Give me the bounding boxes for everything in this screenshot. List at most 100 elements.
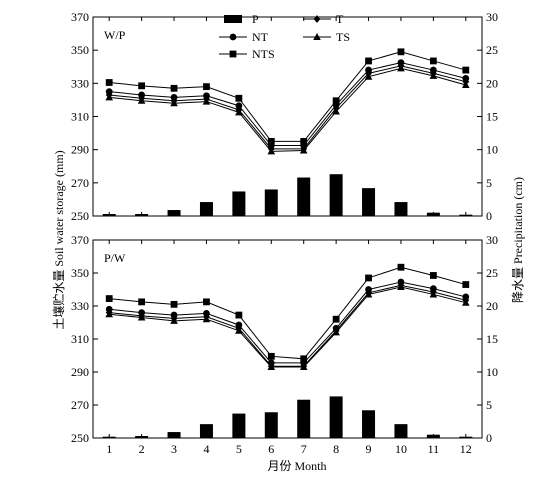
point-nts [397,48,405,56]
point-nts [300,355,308,363]
precipitation-bar [329,396,343,438]
precipitation-bar [297,399,311,438]
point-nts [462,66,470,74]
y-left-tick-label: 310 [71,332,89,346]
precipitation-bar [426,212,440,216]
y-left-tick-label: 330 [71,76,89,90]
point-ts [235,326,243,334]
y-axis-left-label: 土壤贮水量 Soil water storage (mm) [51,150,66,329]
point-nts [105,295,113,302]
point-nts [429,57,437,65]
series-line-nts [109,51,466,142]
x-tick-label: 6 [268,442,274,456]
series-line-t [109,284,466,367]
precipitation-bar [459,214,473,216]
legend: P T NT TS NTS [219,12,350,61]
precipitation-bar [426,434,440,438]
point-ts [137,96,146,104]
precipitation-bar [167,210,181,216]
point-nts [332,315,340,323]
y-left-tick-label: 250 [71,431,89,445]
y-right-tick-label: 5 [486,176,492,190]
y-left-tick-label: 250 [71,209,89,223]
x-tick-label: 5 [236,442,242,456]
point-ts [202,315,211,323]
point-nts [365,274,372,282]
precipitation-bar [264,189,278,216]
point-nts [462,281,470,288]
series-line-t [109,65,466,150]
x-axis-label: 月份 Month [267,459,326,473]
legend-label: NTS [252,47,275,61]
y-left-tick-label: 330 [71,299,89,313]
series-line-ts [109,67,466,152]
series-line-ts [109,286,466,368]
y-right-tick-label: 10 [486,143,498,157]
point-nts [235,94,243,102]
precipitation-bar [362,188,376,216]
y-right-tick-label: 25 [486,43,498,57]
point-nts [138,298,146,306]
point-nts [203,83,210,91]
point-ts [170,99,178,107]
point-nts [332,97,340,105]
precipitation-bar [394,202,408,216]
panel-label: P/W [104,251,126,265]
panel-p-w: 250 270 290 310 330 350 370 0 5 10 15 20 25 30 P/W [71,233,498,445]
panel-w-p: 250 270 290 310 330 350 370 0 5 10 15 20 25 30 W/P [71,10,498,223]
point-ts [461,80,470,88]
point-ts [429,290,438,298]
y-left-tick-label: 370 [71,233,89,247]
point-ts [235,108,243,116]
y-right-tick-label: 15 [486,110,498,124]
precipitation-bar [135,214,149,216]
series-line-nt [109,281,466,364]
legend-label: T [336,12,344,26]
point-ts [364,72,373,80]
legend-swatch [229,50,237,58]
precipitation-bar [232,191,246,216]
y-right-tick-label: 30 [486,10,498,24]
point-nts [267,352,275,360]
y-left-tick-label: 290 [71,365,89,379]
x-tick-label: 10 [395,442,407,456]
y-right-tick-label: 0 [486,431,492,445]
precipitation-bar [199,202,213,216]
precipitation-bar [459,436,473,438]
precipitation-bar [264,412,278,438]
point-ts [332,107,340,115]
point-ts [267,147,276,155]
y-right-tick-label: 30 [486,233,498,247]
point-ts [267,363,276,371]
y-right-tick-label: 20 [486,299,498,313]
point-ts [202,97,211,105]
y-left-tick-label: 350 [71,43,89,57]
plot-layer: 250270290310330350370051015202530W/P2502… [71,10,498,456]
legend-label: NT [252,30,269,44]
point-nts [397,263,405,271]
point-ts [429,71,438,79]
x-tick-label: 7 [301,442,307,456]
precipitation-bar [329,174,343,216]
y-left-tick-label: 310 [71,110,89,124]
series-line-nt [109,62,466,147]
x-tick-label: 12 [460,442,472,456]
point-ts [137,313,146,321]
point-ts [105,310,114,318]
point-nts [235,311,243,319]
point-ts [299,363,308,371]
y-left-tick-label: 370 [71,10,89,24]
x-tick-label: 2 [139,442,145,456]
legend-item-t: T [303,12,344,26]
precipitation-bar [102,214,116,216]
point-ts [364,290,373,298]
legend-item-ts: TS [303,30,350,44]
precipitation-bar [135,436,149,438]
precipitation-bar [232,413,246,438]
legend-swatch [313,15,321,23]
plot-frame [92,16,483,217]
point-nts [300,137,308,145]
y-right-tick-label: 20 [486,76,498,90]
legend-label: TS [336,30,350,44]
